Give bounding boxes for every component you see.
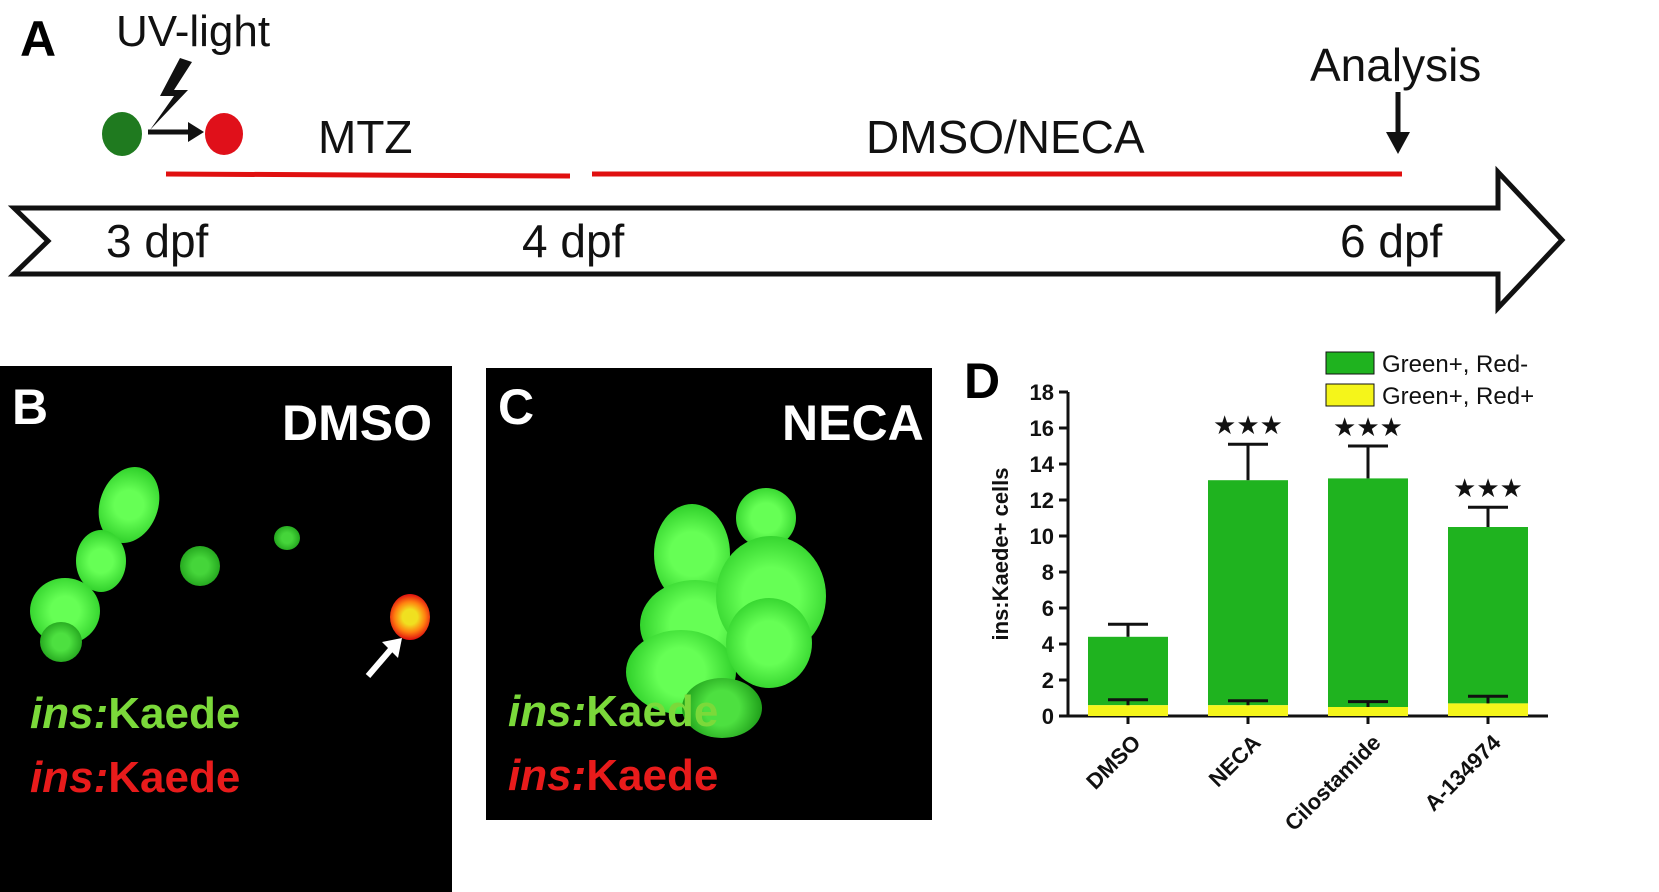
timeline-graphic (7, 58, 1566, 315)
y-tick-label: 0 (1042, 704, 1054, 729)
legend-red-b: ins:Kaede (30, 753, 241, 802)
mtz-bar (165, 171, 571, 179)
x-tick-label: NECA (1204, 730, 1266, 792)
y-tick-label: 18 (1030, 380, 1054, 405)
bar-green-red-neg (1328, 478, 1408, 707)
bar-green-red-pos (1328, 707, 1408, 716)
y-tick-label: 2 (1042, 668, 1054, 693)
lightning-icon (150, 58, 192, 130)
condition-label-dmso: DMSO (282, 395, 432, 451)
y-axis-title: ins:Kaede+ cells (988, 467, 1013, 640)
y-tick-label: 4 (1042, 632, 1055, 657)
timeline-arrow (7, 165, 1566, 315)
uv-light-label: UV-light (116, 7, 271, 56)
bar-green-red-pos (1088, 705, 1168, 716)
y-tick-label: 12 (1030, 488, 1054, 513)
y-tick-label: 14 (1030, 452, 1055, 477)
panel-b-micrograph: B DMSO ins:Kaede ins:Kaede (0, 366, 452, 892)
y-tick-label: 6 (1042, 596, 1054, 621)
condition-label-neca: NECA (782, 395, 924, 451)
bar-green-red-neg (1088, 636, 1168, 706)
panel-letter-d: D (964, 353, 1001, 409)
beta-cell-green (40, 622, 82, 662)
legend-swatch (1325, 383, 1375, 407)
timepoint-3dpf: 3 dpf (106, 215, 209, 267)
red-cell-icon (205, 113, 243, 155)
panel-c-micrograph: C NECA ins:Kaede ins:Kaede (486, 368, 932, 820)
arrow-down-icon (1386, 92, 1410, 154)
bar-green-red-pos (1208, 705, 1288, 716)
beta-cell-green (76, 530, 126, 592)
green-cell-icon (102, 112, 142, 156)
x-tick-label: Cilostamide (1280, 730, 1386, 836)
y-tick-label: 8 (1042, 560, 1054, 585)
panel-letter-b: B (12, 379, 49, 435)
bar-green-red-neg (1208, 480, 1288, 706)
beta-cell-green (682, 678, 762, 738)
bar-green-red-pos (1448, 703, 1528, 716)
mtz-label: MTZ (318, 111, 413, 163)
x-tick-label: A-134974 (1420, 729, 1507, 816)
legend-label: Green+, Red+ (1382, 383, 1534, 410)
timepoint-4dpf: 4 dpf (522, 215, 625, 267)
beta-cell-green (274, 526, 300, 550)
analysis-label: Analysis (1310, 39, 1482, 91)
timepoint-6dpf: 6 dpf (1340, 215, 1443, 267)
x-tick-label: DMSO (1081, 730, 1145, 794)
panel-letter-c: C (498, 379, 535, 435)
significance-stars: ★★★ (1453, 474, 1523, 504)
beta-cell-green (726, 598, 812, 688)
arrow-right-icon (148, 122, 204, 142)
legend-green-c: ins:Kaede (508, 687, 719, 736)
significance-stars: ★★★ (1213, 411, 1283, 441)
panel-letter-a: A (20, 11, 57, 67)
significance-stars: ★★★ (1333, 413, 1403, 443)
y-tick-label: 10 (1030, 524, 1054, 549)
pointer-arrow-icon (365, 638, 402, 678)
beta-cell-yellow (390, 594, 430, 640)
legend-label: Green+, Red- (1382, 351, 1528, 378)
legend-red-c: ins:Kaede (508, 751, 719, 800)
bar-chart: 0 2 4 6 8 10 12 14 16 18 ins:Kaede+ cells DMSO ★★★ NE… (988, 351, 1548, 836)
legend-swatch (1325, 351, 1375, 375)
legend-green-b: ins:Kaede (30, 689, 241, 738)
treatment-label: DMSO/NECA (866, 111, 1145, 163)
beta-cell-green (180, 546, 220, 586)
y-tick-label: 16 (1030, 416, 1054, 441)
bar-green-red-neg (1448, 527, 1528, 704)
